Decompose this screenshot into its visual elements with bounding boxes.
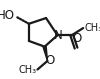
Text: N: N: [54, 29, 63, 42]
Text: CH₃: CH₃: [19, 65, 37, 74]
Text: O: O: [46, 54, 55, 67]
Text: HO: HO: [0, 9, 15, 22]
Text: O: O: [73, 32, 82, 45]
Text: CH₃: CH₃: [85, 23, 100, 33]
Polygon shape: [43, 46, 48, 61]
